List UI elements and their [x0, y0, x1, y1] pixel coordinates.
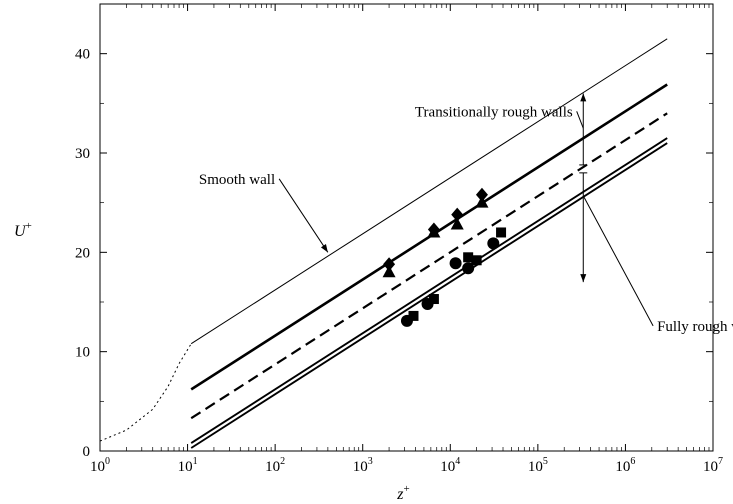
square-marker — [471, 255, 482, 266]
square-marker — [463, 252, 474, 263]
x-tick-label: 102 — [265, 456, 285, 475]
range-arrow-head — [580, 274, 587, 283]
x-tick-label: 101 — [178, 456, 198, 475]
circle-marker — [487, 237, 500, 250]
annotation-label: Fully rough walls — [657, 319, 733, 335]
annotation-label: Smooth wall — [199, 172, 275, 188]
triangle-marker — [450, 217, 464, 230]
x-tick-label: 103 — [353, 456, 373, 475]
square-marker — [408, 310, 419, 321]
annotation-layer: Transitionally rough walls Smooth wall Ful… — [199, 93, 733, 335]
series-line-solid — [190, 137, 668, 444]
y-tick-label: 0 — [83, 444, 91, 460]
x-tick-label: 107 — [703, 456, 723, 475]
triangle-marker — [382, 265, 396, 278]
square-marker — [428, 294, 439, 305]
diamond-marker — [383, 257, 396, 272]
axes: 100 101 102 103 104 105 106 107 0 10 20 30 40 z+ U+ — [14, 3, 723, 503]
circle-marker — [449, 257, 462, 270]
marker-layer — [382, 187, 507, 327]
y-tick-label: 20 — [75, 245, 90, 261]
x-tick-label: 105 — [528, 456, 548, 475]
series-line-thick-dashed — [190, 112, 668, 420]
triangle-marker — [475, 195, 489, 208]
annotation-leader — [278, 178, 329, 253]
range-arrow-head — [580, 93, 587, 102]
annotation-arrowhead — [320, 244, 328, 253]
y-tick-label: 30 — [75, 146, 90, 162]
square-marker — [496, 227, 507, 238]
y-tick-label: 10 — [75, 345, 90, 361]
annotation-label: Transitionally rough walls — [415, 104, 573, 120]
diamond-marker — [475, 187, 488, 202]
x-tick-label: 104 — [440, 456, 460, 475]
y-axis-label: U+ — [14, 220, 32, 240]
diamond-marker — [451, 207, 464, 222]
annotation-leader — [576, 111, 584, 129]
y-tick-label: 40 — [75, 47, 90, 63]
series-line-thin-solid — [190, 38, 668, 345]
x-tick-label: 100 — [90, 456, 110, 475]
series-line-dotted — [99, 343, 192, 442]
triangle-marker — [427, 225, 441, 238]
circle-marker — [462, 262, 475, 275]
annotation-leader — [582, 195, 654, 327]
x-axis-label: z+ — [396, 483, 409, 503]
plot-frame — [99, 3, 714, 452]
x-tick-label: 106 — [615, 456, 635, 475]
